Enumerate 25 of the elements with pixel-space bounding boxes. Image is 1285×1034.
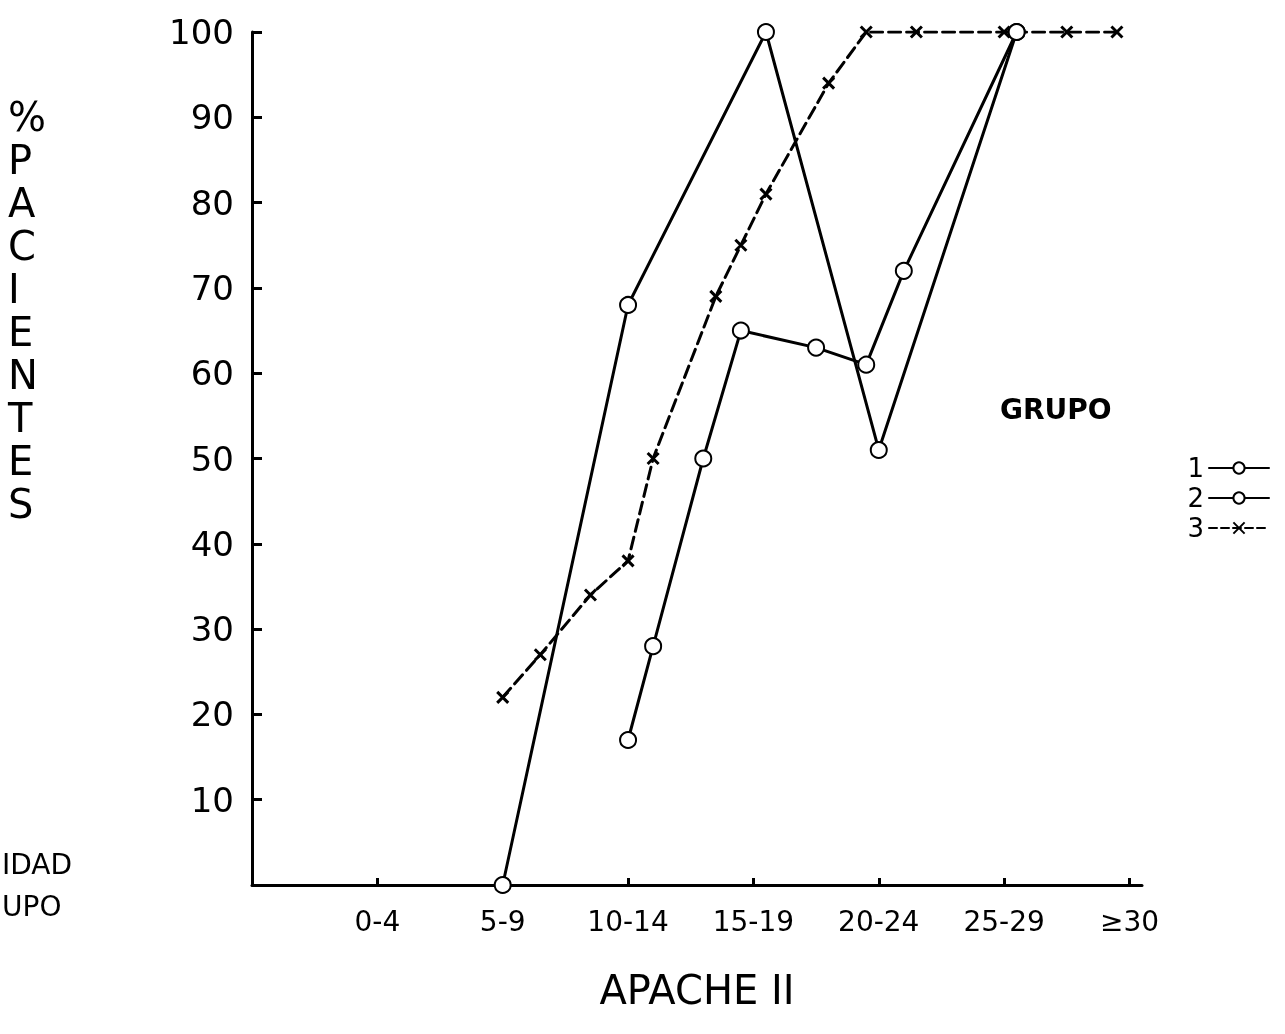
legend-label: 1 [1187, 453, 1204, 483]
y-tick-label: 50 [190, 438, 234, 479]
x-axis-title: APACHE II [599, 967, 795, 1013]
text: IDAD [2, 847, 73, 881]
x-tick-label: 10-14 [587, 904, 669, 938]
x-tick-label: ≥30 [1099, 904, 1160, 938]
y-tick-label: 60 [190, 353, 234, 394]
x-tick-label: 20-24 [838, 904, 920, 938]
legend-label: 3 [1187, 513, 1204, 543]
legend-label: 2 [1187, 483, 1204, 513]
x-tick-label: 15-19 [712, 904, 795, 938]
x-tick-label: 25-29 [963, 904, 1045, 938]
y-tick-label: 10 [190, 779, 234, 820]
text: % PACIENTES [8, 93, 47, 527]
y-tick-label: 20 [190, 694, 234, 735]
text: UPO [2, 889, 62, 923]
y-tick-label: 70 [190, 267, 234, 308]
y-tick-label: 100 [169, 12, 234, 52]
y-tick-label: 40 [190, 523, 234, 564]
y-tick-label: 30 [190, 609, 234, 650]
x-tick-label: 5-9 [479, 904, 526, 938]
x-tick-label: 0-4 [354, 904, 401, 938]
y-tick-label: 80 [190, 182, 234, 223]
y-tick-label: 90 [190, 97, 234, 138]
legend-title: GRUPO [1000, 392, 1112, 426]
